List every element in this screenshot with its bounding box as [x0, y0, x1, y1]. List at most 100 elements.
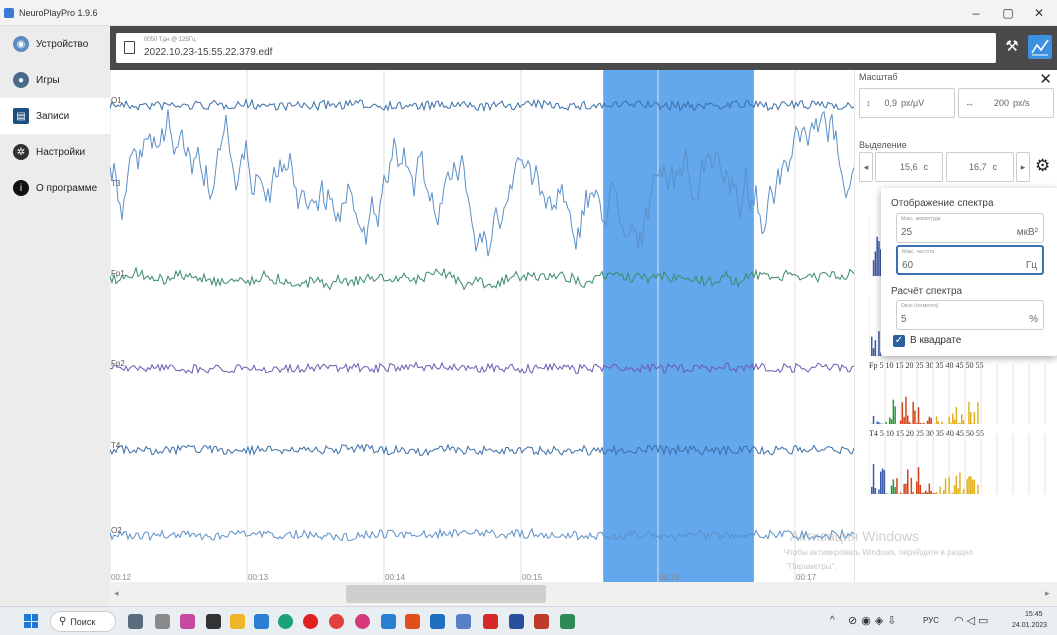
spectrum-bar — [952, 492, 954, 494]
yandex-browser-icon[interactable] — [329, 614, 344, 629]
sidebar-item-label: Устройство — [36, 38, 89, 50]
max-amplitude-field[interactable]: Макс. амплитуда 25 мкВ² — [896, 213, 1044, 243]
app-icon-1[interactable] — [180, 614, 195, 629]
app-icon-3[interactable] — [254, 614, 269, 629]
tools-icon[interactable]: ⚒ — [1005, 38, 1019, 55]
app-icon-2[interactable] — [206, 614, 221, 629]
spectrum-bar — [872, 464, 875, 494]
sidebar-item-device[interactable]: ◉ Устройство — [0, 26, 110, 62]
spectrum-bar — [919, 422, 922, 424]
overlap-field[interactable]: Окно (сегмента) 5 % — [896, 300, 1044, 330]
spectrum-bar — [894, 487, 896, 494]
clock-date[interactable]: 24.01.2023 — [1012, 622, 1048, 629]
spectrum-bar — [912, 401, 914, 424]
scale-x-field[interactable]: ↔ 200 px/s — [958, 88, 1054, 118]
scroll-right-icon[interactable]: ▸ — [1045, 588, 1050, 598]
scale-y-field[interactable]: ↕ 0,9 px/µV — [859, 88, 955, 118]
spectrum-bar — [889, 417, 891, 424]
selection-start-field[interactable]: 15,6 с — [875, 152, 943, 182]
app-icon-9[interactable] — [534, 614, 549, 629]
selection-end-field[interactable]: 16,7 с — [946, 152, 1014, 182]
spectrum-bar — [952, 413, 954, 424]
app-icon-4[interactable] — [381, 614, 396, 629]
scale-y-value: 0,9 — [884, 98, 898, 108]
spectrum-bar — [872, 348, 875, 356]
max-amplitude-label: Макс. амплитуда — [901, 216, 941, 222]
scale-x-unit: px/s — [1013, 98, 1030, 108]
sidebar-item-records[interactable]: ▤ Записи — [0, 98, 110, 134]
file-explorer-icon[interactable] — [230, 614, 245, 629]
spectrum-bar — [878, 331, 880, 356]
selection-prev-button[interactable]: ◂ — [859, 152, 873, 182]
acrobat-icon[interactable] — [483, 614, 498, 629]
eeg-trace-fp1 — [109, 266, 855, 291]
tray-chevron-icon[interactable]: ^ — [830, 615, 835, 626]
chart-icon — [1031, 39, 1049, 56]
close-window-button[interactable]: ✕ — [1033, 6, 1045, 20]
edge-icon[interactable] — [278, 614, 293, 629]
sidebar-item-label: Игры — [36, 74, 60, 86]
app-icon-6[interactable] — [430, 614, 445, 629]
spectrum-bar — [934, 493, 936, 494]
spectrum-bar — [907, 415, 909, 424]
file-path-field[interactable]: 0050 Tдн @ 125Гц 2022.10.23-15.55.22.379… — [116, 33, 996, 63]
spectrum-bar — [903, 483, 905, 494]
eeg-plot[interactable]: 00:12 00:13 00:14 00:15 00:16 00:17 O1 T3 Fp1 Fp2… — [109, 70, 855, 582]
sidebar-item-about[interactable]: i О программе — [0, 170, 110, 206]
app-icon-7[interactable] — [456, 614, 471, 629]
neuroplay-taskbar-icon[interactable] — [560, 614, 575, 629]
file-icon — [124, 41, 135, 54]
overlap-unit: % — [1029, 314, 1038, 325]
spectrum-bar — [957, 423, 959, 424]
opera-icon[interactable] — [355, 614, 370, 629]
spectrum-bar — [973, 411, 976, 424]
document-icon: ▤ — [13, 108, 29, 124]
scrollbar-thumb[interactable] — [346, 585, 546, 603]
maximize-button[interactable]: ▢ — [1002, 6, 1014, 20]
selection-band[interactable] — [603, 70, 754, 582]
yandex-icon[interactable] — [303, 614, 318, 629]
gear-icon: ✲ — [13, 144, 29, 160]
task-view-icon[interactable] — [128, 614, 143, 629]
channel-label: O2 — [111, 526, 122, 535]
clock-time[interactable]: 15:45 — [1025, 611, 1043, 618]
close-panel-icon[interactable]: ✕ — [1039, 71, 1052, 88]
sidebar-item-games[interactable]: ● Игры — [0, 62, 110, 98]
widgets-icon[interactable] — [155, 614, 170, 629]
minimize-button[interactable]: – — [972, 6, 980, 20]
sidebar-item-label: Записи — [36, 110, 70, 122]
activation-watermark-text: Чтобы активировать Windows, перейдите в … — [784, 548, 973, 557]
spectrum-bar — [907, 469, 909, 494]
spectrum-toggle-button[interactable] — [1028, 35, 1052, 59]
time-tick-label: 00:17 — [796, 573, 817, 582]
taskbar-search[interactable]: ⚲ Поиск — [50, 611, 116, 632]
horizontal-arrows-icon: ↔ — [965, 98, 974, 108]
gear-icon[interactable]: ⚙ — [1035, 156, 1051, 175]
network-volume-battery-icons[interactable]: ◠◁▭ — [954, 615, 992, 627]
horizontal-scrollbar[interactable]: ◂ ▸ — [110, 582, 1057, 606]
max-frequency-field[interactable]: Макс. частота 60 Гц — [896, 245, 1044, 275]
squared-label: В квадрате — [910, 335, 962, 346]
scale-y-unit: px/µV — [901, 98, 925, 108]
sidebar-item-settings[interactable]: ✲ Настройки — [0, 134, 110, 170]
taskbar: ⚲ Поиск ^ ⊘◉◈⇩ РУС ◠◁▭ 15:45 24.01.2023 — [0, 606, 1057, 635]
eeg-viewer[interactable]: 00:12 00:13 00:14 00:15 00:16 00:17 O1 T3 Fp1 Fp2… — [109, 70, 855, 582]
tray-icons[interactable]: ⊘◉◈⇩ — [848, 615, 901, 627]
app-icon-8[interactable] — [509, 614, 524, 629]
selection-next-button[interactable]: ▸ — [1016, 152, 1030, 182]
app-icon-5[interactable] — [405, 614, 420, 629]
squared-checkbox[interactable]: ✓ — [893, 335, 905, 347]
windows-start-icon[interactable] — [24, 614, 38, 628]
spectrum-bar — [977, 484, 979, 494]
scroll-left-icon[interactable]: ◂ — [114, 588, 119, 598]
spectrum-bar — [926, 492, 929, 494]
language-indicator[interactable]: РУС — [923, 616, 940, 625]
spectrum-bar — [939, 486, 941, 494]
spectrum-bar — [874, 251, 877, 276]
app-icon — [4, 7, 14, 18]
channel-label: O1 — [111, 96, 122, 105]
spectrum-bar — [930, 490, 932, 494]
spectrum-freq-ticks: T4 5 10 15 20 25 30 35 40 45 50 55 — [869, 429, 984, 438]
spectrum-bar — [880, 352, 882, 356]
spectrum-bar — [892, 479, 895, 494]
